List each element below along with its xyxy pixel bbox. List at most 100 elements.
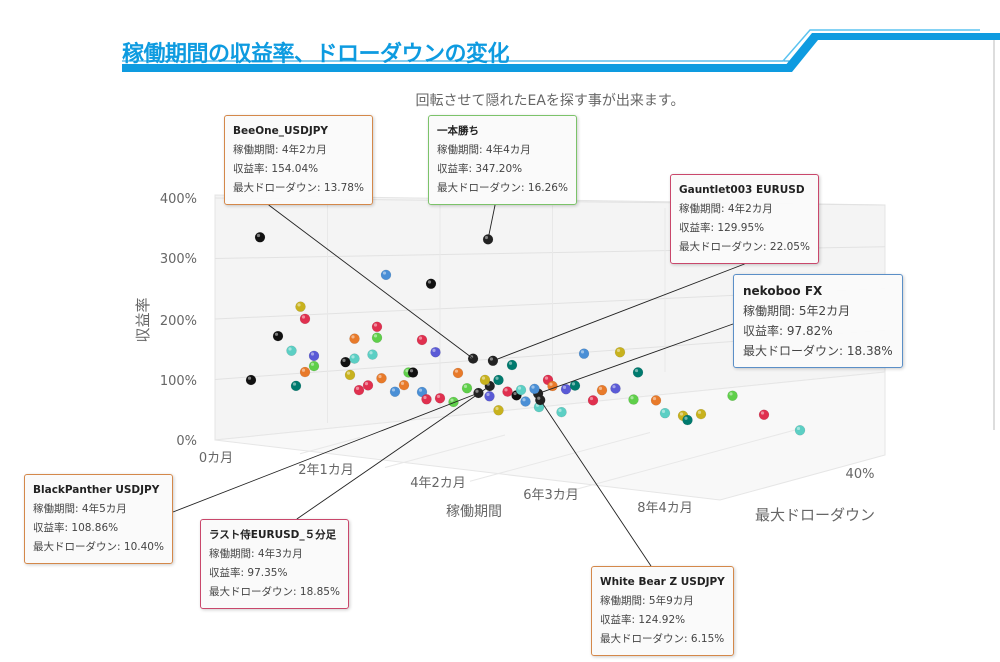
data-point-highlight [661,409,666,413]
data-point[interactable] [272,330,284,342]
data-point[interactable] [484,391,495,402]
data-point-highlight [481,376,486,380]
data-point-highlight [486,392,490,397]
data-point[interactable] [452,367,464,379]
data-point-highlight [436,394,441,399]
data-point[interactable] [493,405,504,416]
data-point[interactable] [479,374,491,386]
tooltip-whitebear: White Bear Z USDJPY 稼働期間: 5年9カ月 収益率: 124… [591,566,734,656]
data-point[interactable] [560,383,572,395]
y-tick: 0% [176,434,197,449]
data-point[interactable] [610,383,621,394]
leader-line [172,392,479,513]
data-point-highlight [589,396,594,401]
data-point[interactable] [245,374,257,386]
data-point[interactable] [650,395,662,406]
data-point[interactable] [254,232,266,243]
chart-subtitle: 回転させて隠れたEAを探す事が出来ます。 [415,93,685,109]
leader-line [268,204,474,359]
data-point[interactable] [371,332,383,343]
data-point[interactable] [286,345,297,356]
scrollbar[interactable] [993,40,995,430]
data-point[interactable] [569,380,581,391]
data-point[interactable] [614,346,626,358]
data-point[interactable] [308,350,320,362]
data-point[interactable] [299,313,311,325]
data-point[interactable] [659,407,671,419]
data-point[interactable] [515,384,527,396]
data-point-highlight [562,385,567,389]
tooltip-nekoboo: nekoboo FX 稼働期間: 5年2カ月 収益率: 97.82% 最大ドロー… [733,274,903,368]
grid-line [299,437,361,455]
data-point[interactable] [430,346,441,358]
data-point[interactable] [416,386,428,398]
data-point[interactable] [353,384,365,396]
data-point[interactable] [727,390,738,401]
data-point-highlight [489,357,494,361]
data-point-highlight [558,408,562,412]
data-point[interactable] [556,406,567,418]
data-point[interactable] [632,367,644,378]
data-point-highlight [598,386,603,390]
data-point-highlight [580,350,585,354]
data-point[interactable] [299,366,311,378]
data-point[interactable] [344,369,356,381]
data-point[interactable] [758,409,770,421]
data-point[interactable] [682,414,693,426]
data-point[interactable] [695,408,707,420]
data-point[interactable] [425,278,437,290]
data-point[interactable] [376,373,387,384]
data-point[interactable] [520,396,531,407]
data-point-highlight [634,368,639,373]
data-point[interactable] [398,379,410,391]
data-point[interactable] [308,360,320,372]
data-point[interactable] [340,356,351,368]
data-point-highlight [508,361,513,365]
data-point[interactable] [578,348,590,359]
data-point[interactable] [421,394,432,405]
data-point[interactable] [794,425,806,436]
x-axis-title: 稼働期間 [446,504,502,520]
data-point[interactable] [371,321,383,333]
data-point[interactable] [628,394,639,405]
data-point-highlight [301,315,306,319]
data-point[interactable] [380,269,392,281]
data-point[interactable] [529,383,540,395]
data-point[interactable] [416,334,428,346]
data-point[interactable] [295,301,306,312]
grid-line [554,429,796,496]
data-point[interactable] [506,359,518,371]
data-point-highlight [495,376,499,380]
data-point[interactable] [448,396,459,408]
data-point-highlight [544,376,549,380]
data-point[interactable] [407,367,419,378]
data-point[interactable] [493,374,504,386]
data-point[interactable] [434,392,446,404]
tooltip-gauntlet003: Gauntlet003 EURUSD 稼働期間: 4年2カ月 収益率: 129.… [670,174,819,264]
data-point[interactable] [367,349,378,360]
data-point-highlight [612,385,616,389]
z-axis-title: 最大ドローダウン [755,506,875,524]
data-point[interactable] [547,380,558,392]
tooltip-blackpanther: BlackPanther USDJPY 稼働期間: 4年5カ月 収益率: 108… [24,474,173,564]
x-tick: 8年4カ月 [637,501,693,516]
data-point[interactable] [349,353,360,364]
data-point-highlight [495,406,499,411]
y-axis-title: 収益率 [134,297,152,342]
data-point-highlight [400,381,405,385]
x-tick: 4年2カ月 [410,476,466,491]
data-point[interactable] [290,380,302,392]
data-point[interactable] [596,384,608,396]
data-point-highlight [537,396,541,400]
data-point-highlight [355,386,360,390]
data-point-highlight [274,332,279,336]
data-point[interactable] [461,382,473,394]
data-point[interactable] [349,333,360,344]
data-point[interactable] [389,386,401,397]
data-point-highlight [427,280,432,284]
data-point[interactable] [587,395,599,406]
x-tick: 2年1カ月 [298,463,354,478]
data-point[interactable] [362,380,374,391]
data-point-highlight [450,398,454,402]
data-point[interactable] [502,386,513,397]
